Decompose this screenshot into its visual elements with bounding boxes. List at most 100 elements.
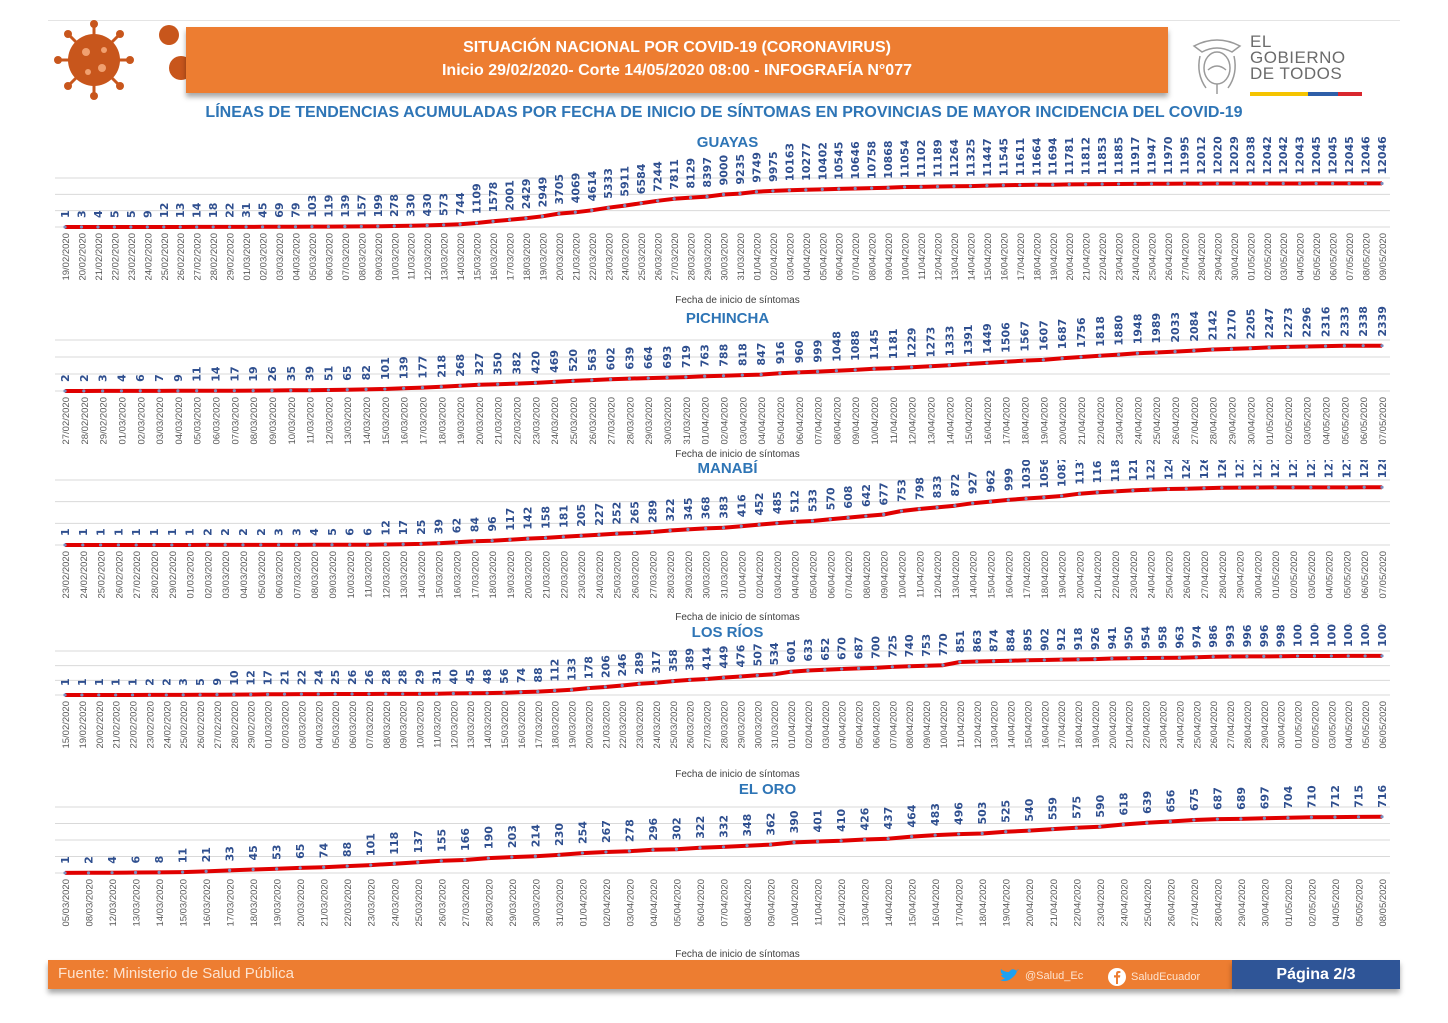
x-tick-label: 03/04/2020 [773, 551, 784, 599]
data-label: 697 [1258, 786, 1271, 809]
x-tick-label: 02/04/2020 [769, 233, 780, 281]
data-label: 863 [971, 630, 984, 653]
facebook-icon [1108, 968, 1126, 986]
line-chart-svg: MANABÍ 1 23/02/2020 1 24/02/2020 1 25/02/2020 1… [55, 460, 1390, 623]
data-label: 5 [194, 678, 207, 686]
x-tick-label: 28/03/2020 [625, 397, 636, 445]
data-label: 155 [435, 829, 448, 852]
gobierno-logo: EL GOBIERNO DE TODOS [1188, 33, 1378, 98]
x-tick-label: 17/03/2020 [534, 701, 545, 749]
data-label: 6 [130, 856, 143, 864]
data-point [873, 666, 878, 670]
data-point [778, 371, 782, 375]
x-tick-label: 02/03/2020 [203, 551, 214, 599]
data-point [63, 693, 67, 697]
x-tick-label: 26/04/2020 [1209, 701, 1220, 749]
x-tick-label: 01/03/2020 [264, 701, 275, 749]
data-point [384, 692, 388, 696]
data-point [1177, 656, 1181, 660]
data-point [1160, 656, 1165, 660]
data-label: 700 [869, 636, 882, 659]
data-label: 847 [755, 343, 768, 366]
data-point [1232, 181, 1236, 186]
data-point [882, 512, 886, 517]
data-label: 177 [416, 356, 429, 379]
data-label: 1005 [1292, 623, 1305, 647]
data-label: 74 [515, 667, 528, 683]
data-point [251, 867, 255, 872]
data-label: 608 [842, 486, 855, 509]
x-tick-label: 15/03/2020 [500, 701, 511, 749]
x-tick-label: 01/05/2020 [1284, 879, 1295, 927]
data-point [656, 199, 660, 203]
data-label: 1189 [1109, 460, 1122, 482]
x-tick-label: 27/02/2020 [193, 233, 204, 281]
data-point [289, 388, 293, 392]
data-point [671, 679, 675, 683]
x-tick-label: 07/03/2020 [292, 551, 303, 599]
data-label: 503 [976, 802, 989, 825]
data-label: 383 [718, 496, 731, 519]
x-tick-label: 09/04/2020 [880, 551, 891, 599]
x-tick-label: 28/04/2020 [1243, 701, 1254, 749]
x-tick-label: 15/04/2020 [1023, 701, 1034, 749]
data-label: 9000 [718, 154, 731, 185]
data-point [326, 224, 330, 229]
data-label: 11995 [1178, 136, 1191, 174]
x-tick-label: 11/03/2020 [306, 397, 317, 444]
data-point [557, 212, 561, 216]
x-tick-label: 14/03/2020 [483, 701, 494, 749]
data-label: 157 [355, 194, 368, 217]
facebook-link[interactable]: SaludEcuador [1108, 968, 1200, 986]
x-tick-label: 20/04/2020 [1075, 551, 1086, 599]
data-label: 998 [1275, 624, 1288, 647]
data-point [365, 543, 370, 547]
data-point [526, 536, 530, 541]
data-point [79, 225, 84, 229]
data-point [853, 186, 857, 191]
data-label: 9749 [750, 152, 763, 183]
x-tick-label: 24/03/2020 [595, 551, 606, 599]
x-tick-label: 24/04/2020 [1131, 233, 1142, 281]
x-tick-label: 22/03/2020 [588, 233, 599, 281]
data-label: 874 [988, 629, 1001, 652]
x-tick-label: 04/03/2020 [239, 551, 250, 599]
line-chart-svg: GUAYAS 1 19/02/2020 3 20/02/2020 4 21/02/2020 5… [55, 134, 1390, 306]
data-label: 437 [882, 807, 895, 830]
data-point [1001, 183, 1005, 187]
data-point [834, 369, 838, 373]
x-tick-label: 05/03/2020 [331, 701, 342, 749]
x-tick-label: 23/04/2020 [1159, 701, 1170, 749]
data-point [569, 688, 574, 692]
data-label: 139 [398, 356, 411, 379]
data-label: 3705 [553, 174, 566, 205]
data-point [1255, 485, 1260, 490]
x-tick-label: 16/04/2020 [931, 879, 942, 927]
data-label: 101 [379, 357, 392, 380]
data-point [348, 543, 352, 547]
data-label: 12 [158, 203, 171, 218]
data-label: 1087 [1056, 460, 1069, 487]
x-tick-label: 06/03/2020 [348, 701, 359, 749]
twitter-link[interactable]: @Salud_Ec [998, 968, 1083, 984]
x-tick-label: 22/02/2020 [129, 701, 140, 749]
x-tick-label: 06/04/2020 [826, 551, 837, 599]
x-tick-label: 06/05/2020 [1360, 551, 1371, 599]
x-tick-label: 10/03/2020 [390, 233, 401, 281]
data-point [787, 188, 791, 192]
x-tick-label: 24/04/2020 [1119, 879, 1130, 927]
data-point [705, 677, 709, 681]
data-label: 11694 [1047, 137, 1060, 176]
data-label: 1 [166, 528, 179, 536]
data-label: 265 [629, 501, 642, 524]
x-tick-label: 23/02/2020 [61, 551, 72, 599]
data-point [975, 659, 979, 664]
data-point [176, 389, 180, 393]
x-tick-label: 07/03/2020 [341, 233, 352, 281]
data-label: 1137 [1073, 460, 1086, 485]
data-point [933, 833, 937, 837]
data-label: 1578 [487, 182, 500, 213]
chart-title: GUAYAS [697, 134, 758, 151]
data-point [571, 379, 575, 383]
x-tick-label: 06/04/2020 [835, 233, 846, 281]
